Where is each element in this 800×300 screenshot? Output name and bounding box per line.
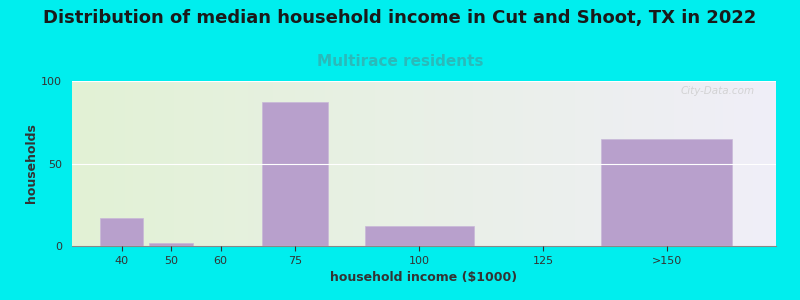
X-axis label: household income ($1000): household income ($1000): [330, 271, 518, 284]
Bar: [150, 243, 193, 246]
Text: City-Data.com: City-Data.com: [681, 86, 755, 96]
Bar: [602, 139, 732, 246]
Bar: [262, 102, 328, 246]
Y-axis label: households: households: [26, 124, 38, 203]
Text: Multirace residents: Multirace residents: [317, 54, 483, 69]
Bar: [100, 218, 143, 246]
Text: Distribution of median household income in Cut and Shoot, TX in 2022: Distribution of median household income …: [43, 9, 757, 27]
Bar: [365, 226, 474, 246]
